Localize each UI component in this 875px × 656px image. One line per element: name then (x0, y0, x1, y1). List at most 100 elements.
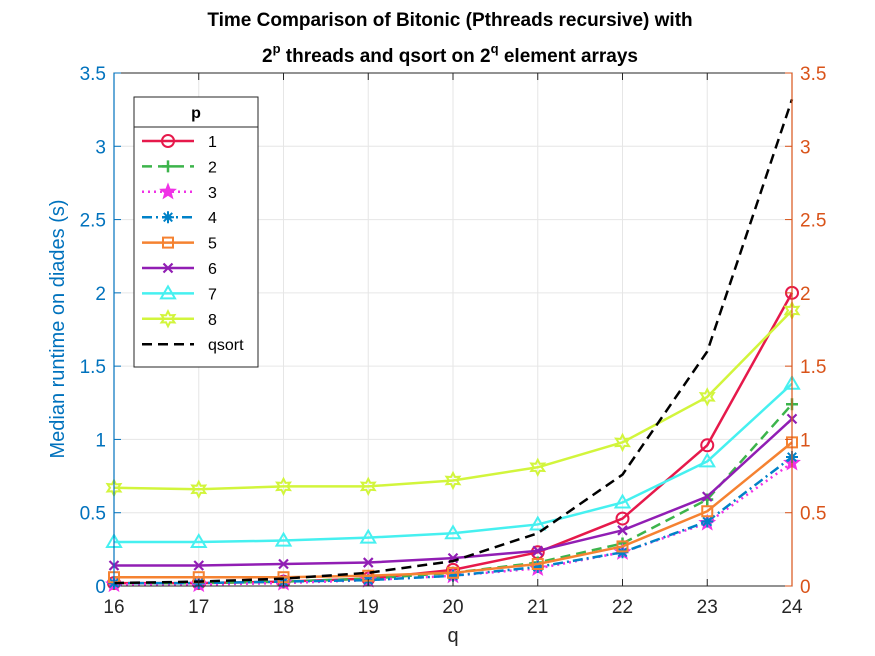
data-point-marker (444, 524, 462, 540)
title2-part3: element arrays (499, 46, 638, 67)
data-point-marker (617, 525, 628, 536)
y-left-tick-label: 1.5 (80, 357, 106, 378)
legend-label: 6 (208, 261, 217, 278)
title2-part2: threads and qsort on 2 (281, 46, 491, 67)
y-right-tick-label: 3 (800, 137, 811, 158)
legend-item-5: 5 (142, 236, 217, 253)
y-left-tick-label: 2.5 (80, 211, 106, 232)
title2-part1: 2 (262, 46, 273, 67)
data-point-marker (278, 558, 289, 570)
series-7 (105, 374, 801, 549)
y-axis-left-ticks: 0 0.5 1 1.5 2 2.5 3 3.5 (80, 64, 121, 598)
legend-label: 1 (208, 134, 217, 151)
x-tick-label: 17 (188, 597, 209, 618)
x-tick-label: 22 (612, 597, 633, 618)
data-point-marker (615, 511, 630, 526)
y-right-tick-label: 0 (800, 577, 811, 598)
series-lines (105, 98, 801, 593)
data-point-marker (447, 566, 459, 579)
data-point-marker (190, 533, 208, 549)
data-point-marker (701, 505, 714, 518)
x-tick-label: 24 (781, 597, 803, 618)
series-line-7 (114, 382, 793, 544)
data-point-marker (529, 515, 547, 531)
data-point-marker (698, 387, 716, 407)
x-tick-label: 20 (442, 597, 463, 618)
data-point-marker (190, 479, 208, 500)
y-right-tick-label: 1 (800, 430, 811, 451)
legend-item-1: 1 (142, 134, 217, 151)
data-point-marker (531, 560, 544, 573)
data-point-marker (193, 560, 205, 571)
legend-label: qsort (208, 337, 244, 354)
x-tick-label: 23 (697, 597, 718, 618)
data-point-marker (614, 432, 631, 453)
data-point-marker (531, 558, 544, 571)
data-point-marker (447, 569, 459, 582)
legend-marker (162, 262, 174, 274)
x-tick-label: 21 (527, 597, 548, 618)
series-line-3 (114, 461, 793, 586)
data-point-marker (532, 545, 544, 557)
legend-label: 5 (208, 236, 217, 253)
legend-item-8: 8 (142, 309, 217, 329)
legend-marker (161, 134, 175, 148)
x-tick-label: 18 (273, 597, 294, 618)
data-point-marker (698, 452, 716, 468)
legend-marker (159, 182, 177, 200)
legend-item-qsort: qsort (142, 337, 244, 354)
data-point-marker (444, 470, 462, 491)
x-axis-label: q (447, 625, 458, 647)
y-axis-right-ticks: 0 0.5 1 1.5 2 2.5 3 3.5 (785, 64, 826, 598)
data-point-marker (701, 515, 714, 528)
legend-label: 4 (208, 210, 217, 227)
title2-sup2: q (491, 41, 499, 56)
legend-item-6: 6 (142, 261, 217, 278)
y-axis-label: Median runtime on diades (s) (47, 199, 69, 458)
chart-title-line2: 2p threads and qsort on 2q element array… (262, 41, 638, 67)
y-right-tick-label: 3.5 (800, 64, 826, 85)
x-tick-label: 19 (358, 597, 379, 618)
legend-marker (162, 236, 174, 249)
legend-item-2: 2 (142, 159, 217, 176)
data-point-marker (274, 531, 293, 547)
title2-sup1: p (273, 41, 281, 56)
legend-title: p (191, 105, 201, 122)
legend-item-7: 7 (142, 284, 217, 303)
data-point-marker (359, 528, 377, 544)
legend-item-3: 3 (142, 182, 217, 202)
data-point-marker (701, 491, 713, 502)
y-left-tick-label: 3 (95, 137, 106, 158)
legend-marker (159, 284, 177, 300)
data-point-marker (529, 457, 547, 478)
data-point-marker (359, 476, 377, 497)
series-line-5 (114, 441, 793, 579)
legend: p 1 2 3 4 5 6 7 8 qsort (133, 96, 259, 368)
data-point-marker (275, 476, 292, 497)
y-right-tick-label: 2 (800, 284, 811, 305)
y-right-tick-label: 2.5 (800, 211, 826, 232)
data-point-marker (700, 438, 715, 453)
data-point-marker (613, 493, 632, 509)
legend-label: 8 (208, 312, 217, 329)
y-left-tick-label: 1 (95, 430, 106, 451)
y-right-tick-label: 1.5 (800, 357, 826, 378)
legend-label: 7 (208, 286, 217, 303)
x-tick-label: 16 (103, 597, 124, 618)
data-point-marker (362, 557, 374, 568)
legend-marker (162, 160, 174, 173)
y-left-tick-label: 0 (95, 577, 106, 598)
legend-marker (159, 309, 177, 329)
series-line-qsort (113, 98, 794, 585)
y-left-tick-label: 3.5 (80, 64, 106, 85)
data-point-marker (616, 540, 629, 553)
y-right-tick-label: 0.5 (800, 504, 826, 525)
series-qsort (113, 98, 794, 585)
legend-item-4: 4 (142, 210, 217, 227)
series-6 (108, 413, 798, 571)
y-left-tick-label: 0.5 (80, 504, 106, 525)
series-5 (108, 436, 798, 584)
chart-title-line1: Time Comparison of Bitonic (Pthreads rec… (207, 10, 692, 31)
legend-marker (162, 211, 174, 224)
